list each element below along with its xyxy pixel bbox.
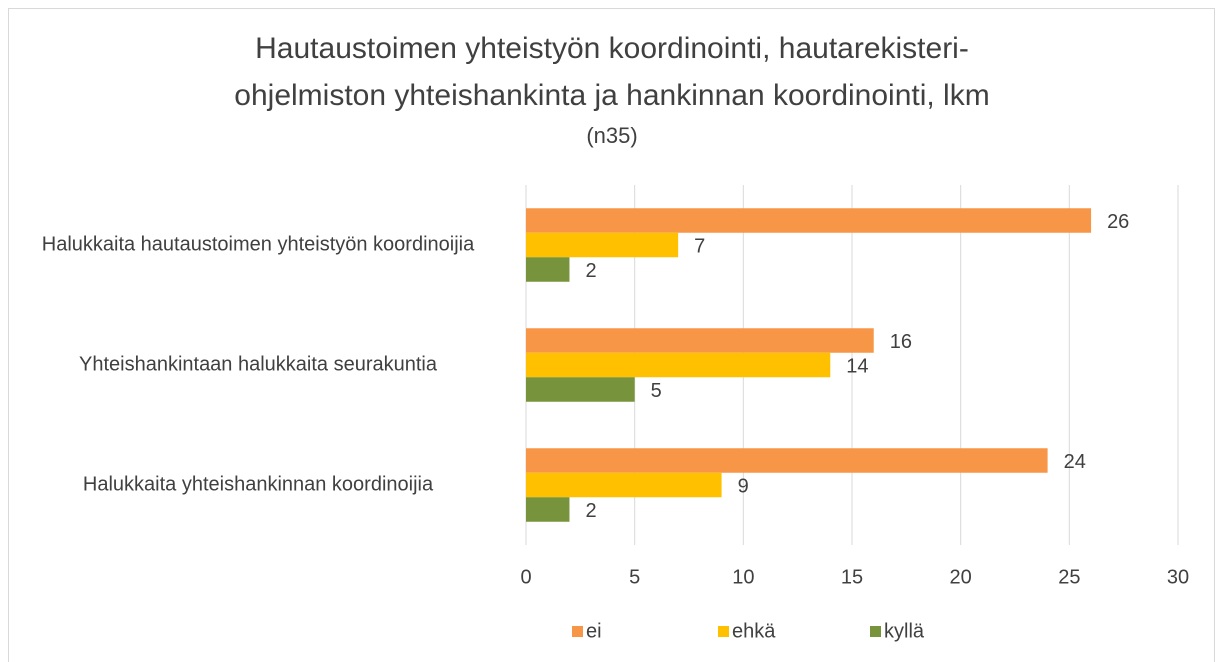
x-tick-label: 30 [1167,566,1189,588]
y-tick-label: Yhteishankintaan halukkaita seurakuntia [78,353,438,376]
bar [526,352,831,378]
bar [526,472,722,498]
data-label: 9 [738,475,749,497]
x-tick-label: 0 [520,566,531,588]
chart-title: Hautaustoimen yhteistyön koordinointi, h… [255,32,969,65]
chart-subtitle: (n35) [586,123,637,148]
chart-border [8,8,1215,662]
bar [526,232,679,258]
x-tick-label: 20 [950,566,972,588]
legend-label: ehkä [732,620,776,642]
data-label: 2 [585,500,596,522]
data-label: 24 [1064,451,1086,473]
legend-label: ei [586,620,602,642]
data-label: 2 [585,260,596,282]
legend-swatch [718,626,729,637]
y-tick-label: Halukkaita hautaustoimen yhteistyön koor… [41,233,475,256]
x-tick-label: 5 [629,566,640,588]
bar [526,497,570,522]
bar [526,328,874,353]
legend-label: kyllä [884,620,925,642]
data-label: 26 [1107,211,1129,233]
data-label: 7 [694,235,705,257]
legend-swatch [870,626,881,637]
data-label: 14 [846,355,868,377]
x-tick-label: 10 [732,566,754,588]
x-tick-label: 15 [841,566,863,588]
chart-title: ohjelmiston yhteishankinta ja hankinnan … [234,79,989,112]
bar [526,257,570,282]
data-label: 16 [890,331,912,353]
y-tick-label: Halukkaita yhteishankinnan koordinoijia [82,473,434,496]
data-label: 5 [651,380,662,402]
bar [526,448,1048,473]
legend-swatch [572,626,583,637]
x-tick-label: 25 [1058,566,1080,588]
bar [526,208,1092,233]
bar [526,377,635,402]
